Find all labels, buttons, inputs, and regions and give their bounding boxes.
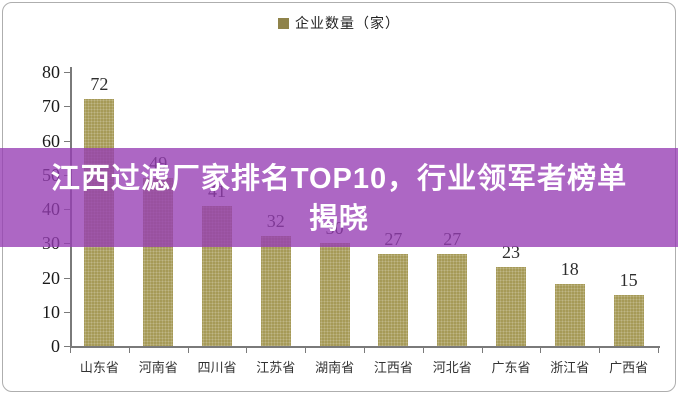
banner-title-line1: 江西过滤厂家排名TOP10，行业领军者榜单 xyxy=(50,163,628,195)
y-axis-tick-label: 60 xyxy=(42,130,60,151)
y-axis-tick-label: 80 xyxy=(42,62,60,82)
bar-value-label: 23 xyxy=(502,242,520,263)
x-axis-tick xyxy=(70,348,71,353)
title-banner: 江西过滤厂家排名TOP10，行业领军者榜单 揭晓 xyxy=(0,148,678,247)
y-axis-tick xyxy=(64,311,70,313)
bar-浙江省 xyxy=(554,284,585,346)
y-axis-tick xyxy=(64,106,70,108)
y-axis-tick xyxy=(64,72,70,73)
x-axis-tick xyxy=(246,348,248,353)
bar-江苏省 xyxy=(260,236,291,346)
bar-广东省 xyxy=(496,267,526,346)
x-axis-category-label: 河南省 xyxy=(138,360,178,375)
bar-value-label: 72 xyxy=(90,74,109,95)
legend-marker-icon xyxy=(278,17,289,29)
x-axis-category-label: 湖南省 xyxy=(315,360,355,375)
x-axis-tick xyxy=(364,348,365,353)
bar-江西省 xyxy=(378,253,409,346)
y-axis-tick-label: 0 xyxy=(51,336,60,356)
x-axis-tick xyxy=(599,348,601,353)
x-axis-category-label: 河北省 xyxy=(432,360,472,375)
x-axis-category-label: 江苏省 xyxy=(256,360,296,375)
y-axis-tick xyxy=(64,277,70,279)
x-axis-tick xyxy=(422,348,424,353)
x-axis-category-label: 广东省 xyxy=(491,360,531,375)
x-axis-tick xyxy=(481,348,483,353)
bar-湖南省 xyxy=(319,243,350,346)
x-axis-category-label: 山东省 xyxy=(79,360,119,375)
y-axis-tick-label: 20 xyxy=(42,267,60,288)
bar-value-label: 18 xyxy=(560,259,579,280)
y-axis-tick xyxy=(64,140,70,142)
legend[interactable]: 企业数量（家） xyxy=(0,13,678,33)
x-axis-category-label: 广西省 xyxy=(609,360,649,375)
x-axis-line xyxy=(70,346,660,348)
x-axis-category-label: 浙江省 xyxy=(550,360,590,375)
x-axis-category-label: 四川省 xyxy=(197,360,237,375)
y-axis-tick xyxy=(64,346,70,347)
y-axis-tick-label: 70 xyxy=(42,96,60,117)
y-axis-tick-label: 10 xyxy=(42,301,60,322)
bar-河北省 xyxy=(437,253,468,346)
x-axis-tick xyxy=(305,348,307,353)
bar-value-label: 15 xyxy=(619,269,638,290)
banner-title-line2: 揭晓 xyxy=(308,203,369,235)
x-axis-tick xyxy=(187,348,189,353)
bar-广西省 xyxy=(613,294,644,346)
x-axis-category-label: 江西省 xyxy=(373,360,413,375)
x-axis-tick xyxy=(658,348,659,353)
x-axis-tick xyxy=(128,348,130,353)
legend-label: 企业数量（家） xyxy=(295,15,400,31)
x-axis-tick xyxy=(540,348,542,353)
